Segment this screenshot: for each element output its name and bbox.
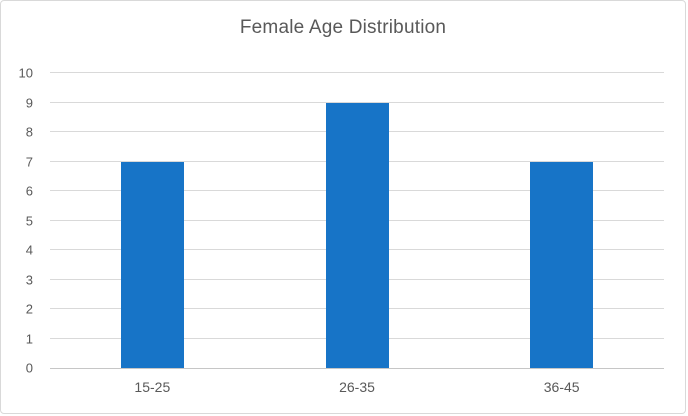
y-tick-label: 3 (25, 272, 33, 287)
plot-area (50, 72, 664, 369)
y-tick-label: 2 (25, 301, 33, 317)
y-tick-label: 7 (25, 154, 33, 169)
chart-title: Female Age Distribution (239, 17, 447, 38)
x-axis-line (50, 368, 664, 369)
x-tick-label: 26-35 (339, 379, 375, 395)
y-tick-label: 10 (18, 65, 33, 81)
y-tick-label: 8 (25, 124, 33, 140)
y-tick-label: 0 (25, 360, 33, 376)
gridline (50, 101, 664, 103)
x-axis: 15-25 26-35 36-45 (50, 368, 664, 402)
y-tick-label: 6 (25, 183, 33, 199)
x-tick-label: 15-25 (134, 379, 171, 395)
y-tick-label: 5 (25, 213, 33, 228)
gridline (50, 72, 664, 73)
bar-15-25 (120, 161, 184, 368)
y-tick-label: 4 (25, 242, 33, 258)
y-tick-label: 1 (25, 331, 33, 346)
y-tick-label: 9 (25, 95, 33, 110)
y-axis: 0 1 2 3 4 5 6 7 8 9 10 (1, 67, 41, 375)
bar-36-45 (530, 161, 594, 368)
x-tick-label: 36-45 (543, 379, 580, 395)
bar-26-35 (325, 102, 389, 368)
